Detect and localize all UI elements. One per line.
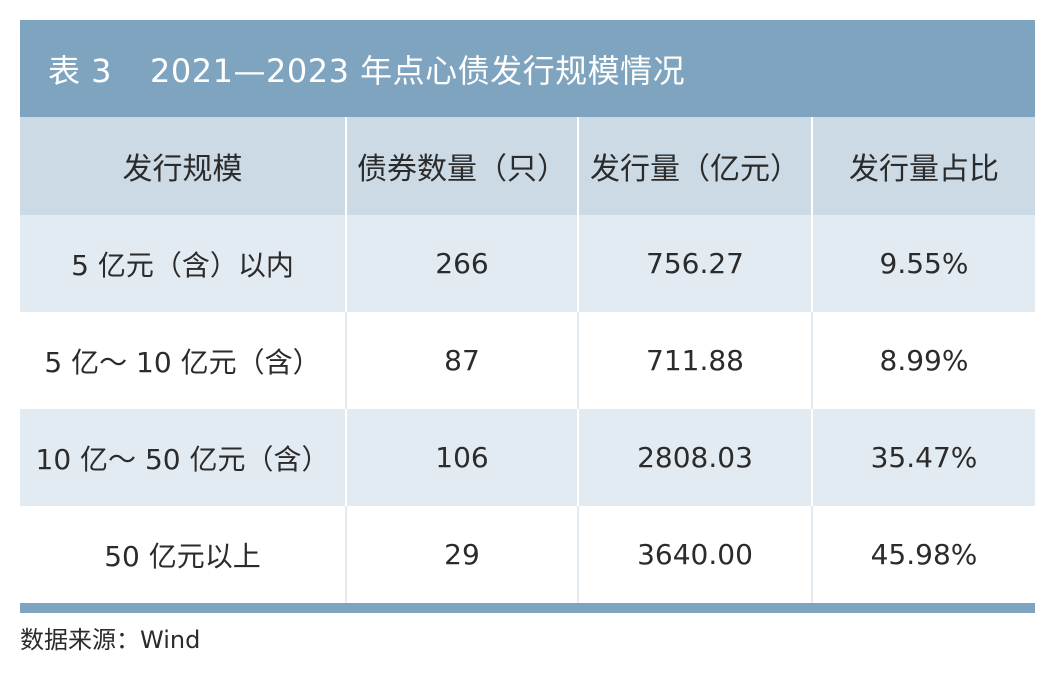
header-issuance-share: 发行量占比 (813, 117, 1035, 215)
table-row: 5 亿元（含）以内 266 756.27 9.55% (20, 215, 1035, 312)
cell-scale: 50 亿元以上 (20, 506, 347, 603)
cell-count: 106 (347, 409, 579, 506)
cell-amount: 3640.00 (579, 506, 813, 603)
cell-count: 266 (347, 215, 579, 312)
header-issuance-amount: 发行量（亿元） (579, 117, 813, 215)
cell-share: 45.98% (813, 506, 1035, 603)
cell-count: 87 (347, 312, 579, 409)
table-row: 10 亿～ 50 亿元（含） 106 2808.03 35.47% (20, 409, 1035, 506)
table-number: 表 3 (48, 51, 113, 90)
cell-share: 9.55% (813, 215, 1035, 312)
cell-amount: 711.88 (579, 312, 813, 409)
cell-share: 35.47% (813, 409, 1035, 506)
cell-scale: 5 亿元（含）以内 (20, 215, 347, 312)
table-bottom-rule (20, 603, 1035, 613)
table-title: 2021—2023 年点心债发行规模情况 (150, 51, 686, 90)
cell-amount: 2808.03 (579, 409, 813, 506)
cell-amount: 756.27 (579, 215, 813, 312)
cell-scale: 5 亿～ 10 亿元（含） (20, 312, 347, 409)
header-issuance-scale: 发行规模 (20, 117, 347, 215)
table-row: 5 亿～ 10 亿元（含） 87 711.88 8.99% (20, 312, 1035, 409)
table-header-row: 发行规模 债券数量（只） 发行量（亿元） 发行量占比 (20, 117, 1035, 215)
header-bond-count: 债券数量（只） (347, 117, 579, 215)
cell-share: 8.99% (813, 312, 1035, 409)
data-source-note: 数据来源：Wind (20, 626, 201, 654)
table-title-bar: 表 3 2021—2023 年点心债发行规模情况 (20, 20, 1035, 117)
table-row: 50 亿元以上 29 3640.00 45.98% (20, 506, 1035, 603)
bond-issuance-table: 表 3 2021—2023 年点心债发行规模情况 发行规模 债券数量（只） 发行… (20, 20, 1035, 613)
cell-count: 29 (347, 506, 579, 603)
cell-scale: 10 亿～ 50 亿元（含） (20, 409, 347, 506)
